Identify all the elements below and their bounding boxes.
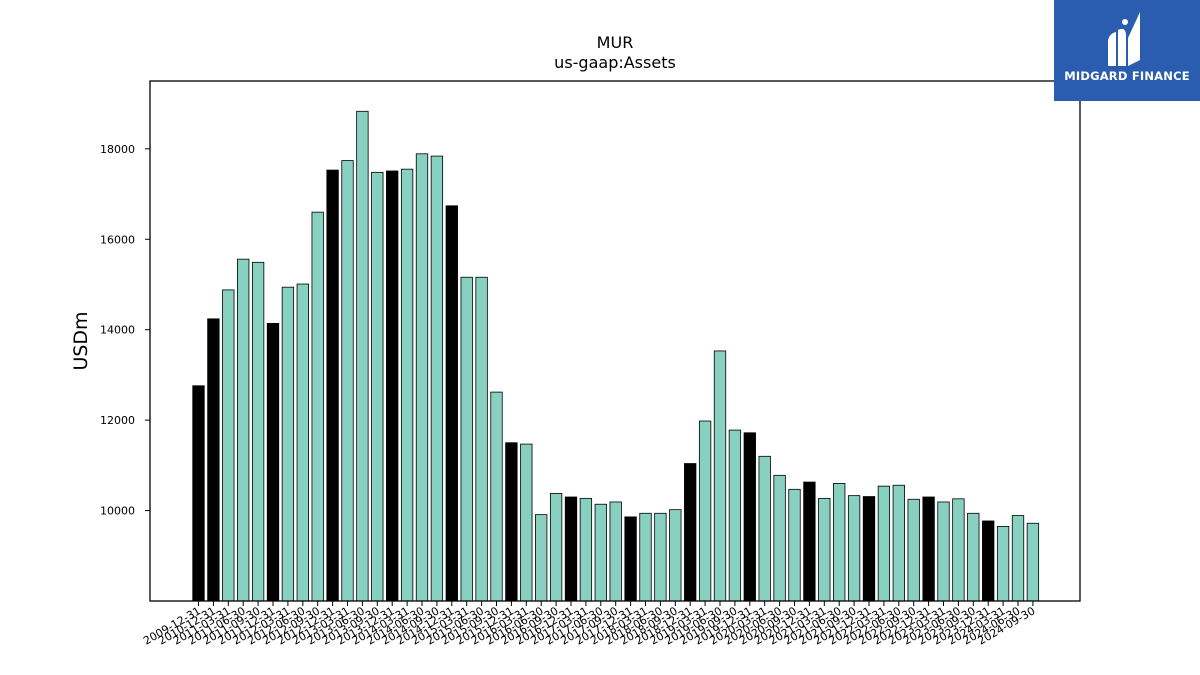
bar-2024-03-31 [996,525,1010,602]
bar-2016-03-31 [520,443,533,602]
midgard-finance-logo: MIDGARD FINANCE [1054,0,1200,101]
bar-2015-03-31 [460,276,473,602]
bar-2010-12-31 [207,318,220,602]
bar-2023-09-30 [967,512,980,602]
bar-2016-06-30 [535,514,548,602]
bar-2012-09-30 [311,211,324,602]
y-tick-label: 18000 [100,143,135,156]
bar-2014-09-30 [430,155,444,602]
bar-2011-09-30 [251,261,265,602]
bar-2015-12-31 [505,442,518,602]
bar-2020-09-30 [788,488,801,602]
bar-2020-03-31 [758,455,771,602]
bar-2017-03-31 [579,497,593,602]
chart-title: MUR [597,33,634,52]
bar-2014-06-30 [415,153,429,602]
bar-2009-12-31 [192,385,205,602]
bar-2013-12-31 [386,170,399,602]
bar-2018-06-30 [654,512,667,602]
y-tick-label: 14000 [100,324,135,337]
bar-2019-06-30 [713,350,727,602]
bar-2022-06-30 [892,484,905,602]
bar-2016-09-30 [549,492,563,602]
logo-text: MIDGARD FINANCE [1064,69,1190,83]
bar-2024-06-30 [1011,515,1025,602]
y-tick-label: 16000 [100,233,135,246]
bar-2019-09-30 [728,429,742,602]
bar-2015-09-30 [490,391,503,602]
bar-2012-12-31 [326,169,339,602]
bar-2024-09-30 [1026,522,1040,602]
bar-2023-03-31 [937,501,950,602]
bar-2022-12-31 [922,496,935,602]
bar-2021-06-30 [833,483,846,602]
bar-2013-06-30 [356,110,369,602]
plot-frame [149,80,1081,602]
bar-2013-03-31 [341,160,354,602]
bar-2021-12-31 [862,496,876,602]
bar-2020-06-30 [773,474,786,602]
bar-2014-03-31 [400,168,414,602]
bar-2013-09-30 [371,171,384,602]
midgard-m-icon [1108,12,1140,66]
bar-2012-06-30 [296,283,309,602]
bar-2017-09-30 [609,501,622,602]
bar-2019-03-31 [698,420,712,602]
bar-2011-03-31 [222,289,235,602]
y-axis: 10000 12000 14000 16000 18000 [100,143,150,518]
bar-2022-09-30 [907,498,920,602]
bar-2023-12-31 [982,520,995,602]
bar-2019-12-31 [743,432,756,602]
y-axis-label: USDm [70,311,92,370]
bar-2022-03-31 [877,485,891,602]
bar-2021-09-30 [847,495,861,602]
chart-subtitle: us-gaap:Assets [554,53,676,72]
bar-2016-12-31 [564,496,578,602]
y-tick-label: 12000 [100,414,135,427]
bar-2023-06-30 [952,498,965,602]
bar-2011-06-30 [237,258,250,602]
y-tick-label: 10000 [100,505,135,518]
bar-2011-12-31 [266,322,280,602]
bar-2018-12-31 [684,463,697,602]
bar-2015-06-30 [475,276,488,602]
bars-group [192,110,1040,602]
bar-2021-03-31 [818,497,831,602]
bar-2014-12-31 [445,205,458,602]
bar-2018-03-31 [639,512,652,602]
bar-2017-06-30 [594,503,607,602]
bar-2018-09-30 [669,509,682,602]
bar-2020-12-31 [803,481,816,602]
bar-2017-12-31 [624,516,637,602]
bar-2012-03-31 [281,286,295,602]
x-axis: 2009-12-312010-12-312011-03-312011-06-30… [141,601,1037,648]
